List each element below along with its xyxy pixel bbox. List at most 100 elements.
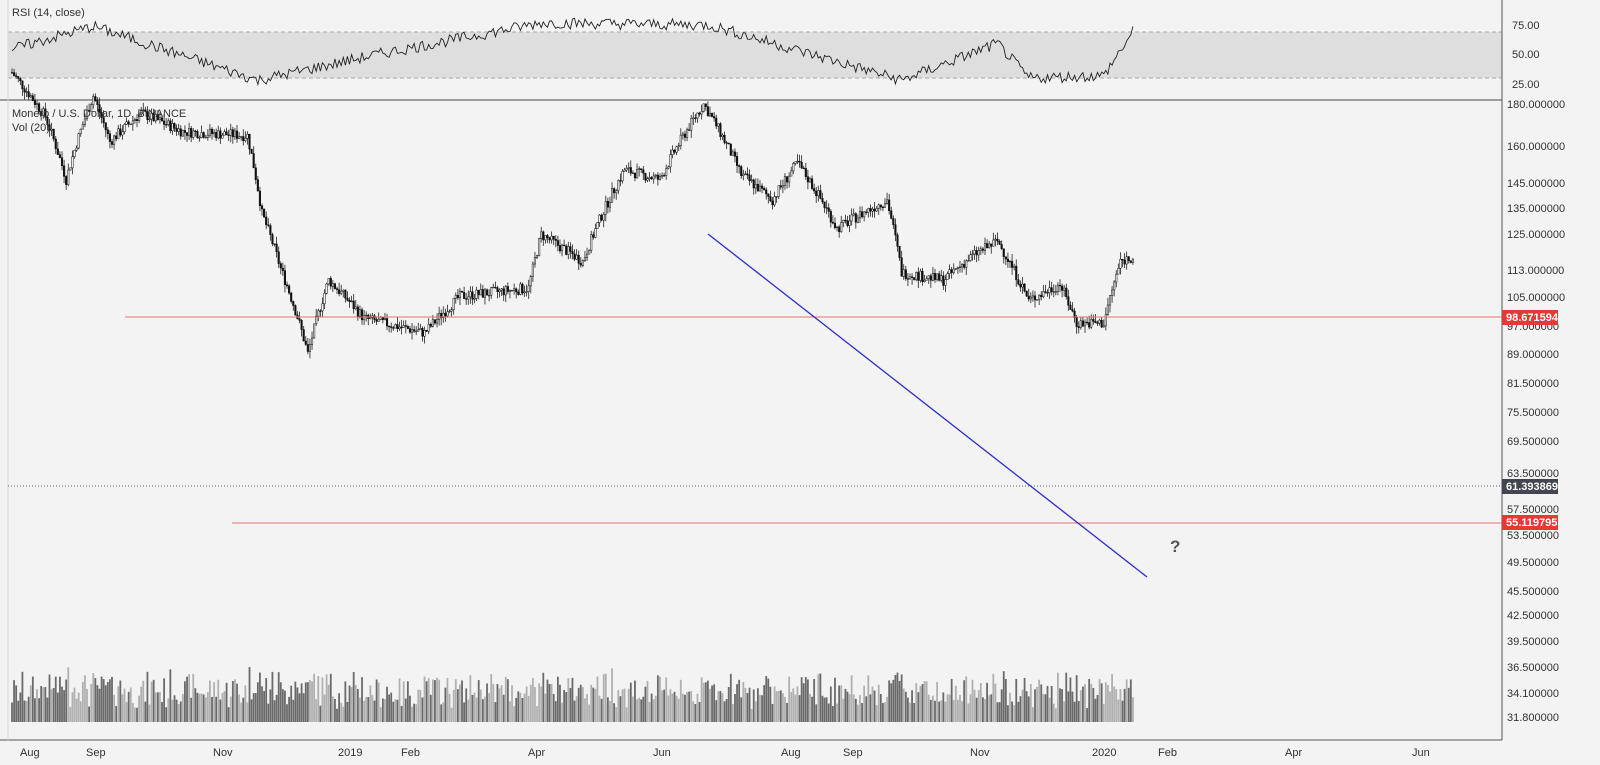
volume-bar (907, 697, 909, 722)
volume-bar (525, 686, 528, 722)
candle (415, 326, 418, 336)
candle (917, 267, 920, 289)
candle-body (792, 163, 795, 172)
candle (288, 284, 291, 295)
volume-bar (648, 701, 651, 722)
candle-body (521, 283, 524, 294)
price-tick: 63.500000 (1507, 468, 1559, 480)
candle-body (1088, 322, 1091, 328)
volume-bar (365, 696, 368, 722)
candle (235, 125, 239, 143)
volume-bar (754, 701, 757, 722)
candle-body (638, 168, 641, 170)
volume-bar (919, 686, 922, 722)
price-tick: 39.500000 (1507, 636, 1559, 648)
volume-bar (675, 695, 678, 722)
candle-body (267, 224, 270, 226)
volume-bar (629, 682, 632, 722)
candle-body (490, 287, 493, 296)
candle (556, 235, 559, 252)
candle-body (1123, 259, 1126, 265)
candle-body (502, 288, 505, 296)
candle (850, 208, 853, 226)
candle-body (825, 207, 828, 209)
volume-bar (959, 694, 961, 722)
volume-bar (171, 699, 174, 722)
candle (740, 165, 743, 179)
candle-body (550, 235, 553, 241)
candle (871, 206, 874, 218)
candle-body (688, 129, 691, 131)
candle (998, 239, 1001, 245)
volume-bar (79, 701, 82, 722)
volume-bar (150, 681, 153, 722)
candle-body (504, 286, 507, 296)
candle (1015, 259, 1018, 287)
volume-bar (948, 694, 951, 722)
volume-bar (1102, 703, 1105, 722)
volume-bar (642, 696, 645, 722)
volume-bar (1111, 674, 1113, 722)
candle-body (1002, 248, 1005, 257)
candle-body (642, 169, 645, 174)
candle (163, 114, 166, 131)
volume-bar (850, 675, 853, 722)
time-axis[interactable]: Aug Sep Nov 2019 Feb Apr Jun Aug Sep Nov… (20, 747, 1430, 759)
candle (777, 185, 780, 200)
volume-bar (781, 693, 784, 722)
candle-body (575, 254, 578, 260)
volume-bar (561, 702, 563, 722)
candle (1088, 315, 1091, 330)
candle-body (488, 294, 491, 297)
candle-body (535, 255, 539, 258)
candle (831, 215, 834, 225)
descending-trendline[interactable] (707, 233, 1148, 578)
candle (231, 126, 234, 144)
volume-bar (627, 688, 630, 722)
price-badge-support[interactable]: 55.119795 (1502, 515, 1558, 530)
candle (435, 313, 439, 328)
candle (58, 151, 61, 159)
candle (21, 80, 24, 96)
candle-body (983, 243, 987, 251)
candle (679, 128, 682, 150)
candle (979, 246, 982, 255)
candle-body (440, 313, 443, 319)
candle-body (375, 319, 378, 322)
candle-body (929, 275, 932, 281)
volume-bar (498, 688, 501, 722)
candle-body (29, 95, 32, 98)
volume-bar (846, 691, 849, 722)
price-badge-resistance[interactable]: 98.671594 (1502, 310, 1559, 325)
candle-body (613, 188, 616, 194)
candle (117, 124, 120, 140)
volume-bar (429, 694, 432, 722)
candle-body (1046, 292, 1049, 294)
candle-body (1044, 291, 1047, 293)
candle (544, 235, 547, 244)
price-axis[interactable]: 180.000000 160.000000 145.000000 135.000… (1507, 99, 1565, 724)
candle (1100, 316, 1103, 329)
candle (233, 127, 236, 140)
candle-body (894, 224, 897, 236)
candle (1048, 280, 1051, 299)
price-badge-last[interactable]: 61.393869 (1502, 479, 1558, 494)
candle (156, 110, 159, 121)
candle-body (448, 310, 451, 313)
candle-body (98, 104, 101, 113)
candle (46, 115, 49, 131)
volume-bar (288, 696, 291, 722)
price-tick: 57.500000 (1507, 504, 1559, 516)
volume-bar (923, 681, 926, 722)
volume-bar (538, 683, 541, 722)
candle (836, 226, 839, 232)
volume-bar (154, 692, 157, 722)
candle-body (906, 278, 909, 280)
candle-body (711, 113, 714, 117)
time-tick: Nov (213, 747, 233, 759)
candle (1125, 251, 1128, 270)
volume-bar (348, 685, 351, 722)
candle-body (383, 318, 386, 320)
volume-bar (892, 679, 895, 722)
volume-bar (215, 696, 218, 722)
